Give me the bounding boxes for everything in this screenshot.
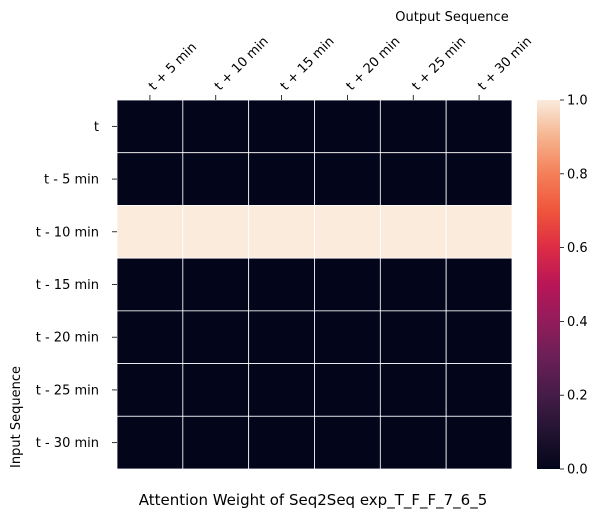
heatmap-cell [116,415,184,470]
heatmap-cell [248,415,315,470]
heatmap-cell [445,152,513,206]
heatmap-cell [445,310,513,364]
heatmap-cell [182,99,250,154]
colorbar-gradient [537,100,560,469]
heatmap-cell [182,205,250,259]
colorbar: 0.0 0.2 0.4 0.6 0.8 1.0 [537,94,588,478]
heatmap-cell [379,257,447,312]
heatmap-cell [182,415,250,470]
heatmap-cell [182,257,250,312]
heatmap-cell [116,205,184,259]
heatmap-cell [445,363,513,417]
colorbar-tick-label: 0.8 [567,167,588,182]
heatmap-cell [248,363,315,417]
y-tick-label: t - 10 min [36,225,99,240]
x-axis-label: Output Sequence [395,10,508,25]
heatmap-cell [445,99,513,154]
heatmap-cells [116,99,513,470]
heatmap-cell [248,152,315,206]
heatmap-cell [116,363,184,417]
y-tick-label: t - 5 min [44,173,99,188]
y-tick-label: t [94,120,99,135]
y-tick-label: t - 25 min [36,383,99,398]
colorbar-ticks: 0.0 0.2 0.4 0.6 0.8 1.0 [560,94,588,478]
heatmap-cell [248,310,315,364]
heatmap-cell [314,310,381,364]
heatmap-cell [445,205,513,259]
heatmap-cell [182,152,250,206]
heatmap-cell [314,152,381,206]
heatmap-cell [379,99,447,154]
heatmap-cell [116,310,184,364]
y-axis-label: Input Sequence [9,366,24,468]
x-tick-label: t + 5 min [146,40,200,94]
heatmap-cell [116,99,184,154]
colorbar-tick-label: 0.6 [567,241,588,256]
heatmap-cell [248,205,315,259]
x-axis-ticks: t + 5 min t + 10 min t + 15 min t + 20 min t… [146,34,535,100]
heatmap-cell [379,415,447,470]
x-tick-label: t + 20 min [344,34,404,94]
x-tick-label: t + 30 min [475,34,535,94]
colorbar-tick-label: 0.4 [567,315,588,330]
colorbar-tick-label: 0.2 [567,389,588,404]
heatmap-cell [314,257,381,312]
heatmap-cell [379,310,447,364]
chart-title: Attention Weight of Seq2Seq exp_T_F_F_7_… [139,491,488,510]
y-axis-ticks: t t - 5 min t - 10 min t - 15 min t - 20 min… [36,120,117,451]
heatmap-cell [314,363,381,417]
heatmap-cell [116,152,184,206]
heatmap-cell [379,152,447,206]
colorbar-tick-label: 0.0 [567,463,588,478]
x-tick-label: t + 10 min [212,34,272,94]
y-tick-label: t - 15 min [36,278,99,293]
heatmap-cell [314,415,381,470]
heatmap-cell [248,99,315,154]
heatmap-cell [182,363,250,417]
heatmap-cell [445,415,513,470]
heatmap-cell [314,205,381,259]
heatmap-cell [248,257,315,312]
y-tick-label: t - 30 min [36,436,99,451]
heatmap-cell [379,205,447,259]
x-tick-label: t + 25 min [409,34,469,94]
heatmap-cell [116,257,184,312]
colorbar-tick-label: 1.0 [567,94,588,109]
heatmap-cell [314,99,381,154]
heatmap-cell [182,310,250,364]
y-tick-label: t - 20 min [36,331,99,346]
x-tick-label: t + 15 min [278,34,338,94]
heatmap-cell [379,363,447,417]
heatmap-cell [445,257,513,312]
